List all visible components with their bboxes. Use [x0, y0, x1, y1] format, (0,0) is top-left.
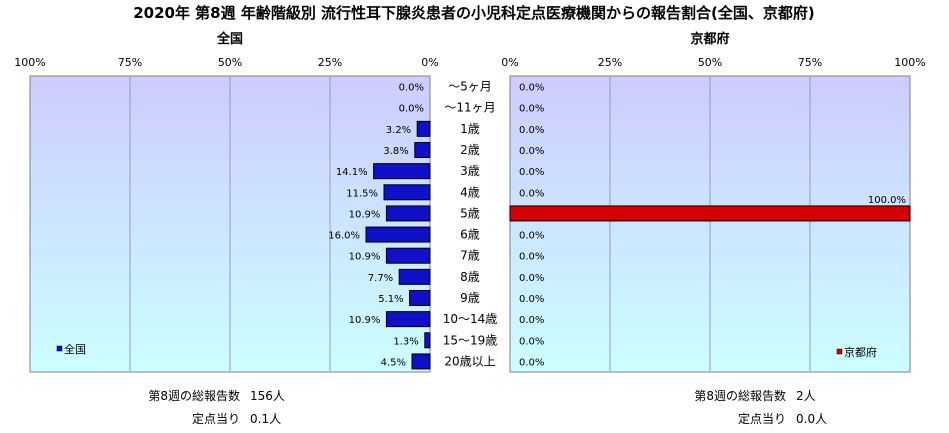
left-legend-label: 全国 — [64, 342, 86, 356]
right-x-tick-label: 50% — [698, 56, 722, 69]
category-label: 1歳 — [460, 122, 480, 136]
right-data-label: 0.0% — [519, 315, 544, 326]
category-label: 2歳 — [460, 143, 480, 157]
right-legend: 京都府 — [836, 345, 877, 359]
left-bar — [414, 142, 431, 158]
right-data-label: 0.0% — [519, 104, 544, 115]
right-data-label: 0.0% — [519, 125, 544, 136]
right-x-tick-label: 75% — [798, 56, 822, 69]
right-data-label: 0.0% — [519, 146, 544, 157]
left-legend: 全国 — [56, 342, 86, 356]
left-x-tick-label: 100% — [14, 56, 45, 69]
right-x-tick-label: 100% — [894, 56, 925, 69]
right-data-label: 0.0% — [519, 294, 544, 305]
left-data-label: 16.0% — [328, 231, 360, 242]
category-label: 5歳 — [460, 206, 480, 220]
left-per-value: 0.1人 — [250, 412, 281, 426]
left-data-label: 11.5% — [346, 188, 378, 199]
right-total-label: 第8週の総報告数 — [694, 388, 786, 403]
right-data-label: 0.0% — [519, 231, 544, 242]
left-bar — [365, 226, 431, 243]
left-data-label: 10.9% — [349, 252, 381, 263]
right-bar — [509, 205, 911, 222]
right-data-label: 0.0% — [519, 83, 544, 94]
left-data-label: 10.9% — [349, 209, 381, 220]
right-per-label: 定点当り — [738, 411, 786, 426]
category-label: 6歳 — [460, 228, 480, 242]
right-data-label: 0.0% — [519, 357, 544, 368]
left-data-label: 7.7% — [368, 273, 393, 284]
right-panel-title: 京都府 — [690, 31, 729, 47]
left-data-label: 3.8% — [383, 146, 408, 157]
left-data-label: 10.9% — [349, 315, 381, 326]
left-data-label: 1.3% — [393, 336, 418, 347]
right-x-tick-label: 25% — [598, 56, 622, 69]
left-bar — [385, 311, 431, 328]
left-panel-title: 全国 — [216, 31, 243, 47]
left-x-tick-label: 50% — [218, 56, 242, 69]
right-legend-swatch — [836, 348, 843, 355]
right-data-label: 0.0% — [519, 167, 544, 178]
left-x-tick-label: 0% — [421, 56, 438, 69]
left-bar — [398, 268, 431, 285]
left-total-value: 156人 — [250, 389, 285, 403]
left-data-label: 4.5% — [381, 357, 406, 368]
right-legend-label: 京都府 — [844, 345, 877, 359]
left-bar — [383, 184, 431, 201]
category-label: 7歳 — [460, 249, 480, 263]
left-bar — [385, 205, 431, 222]
left-x-tick-label: 25% — [318, 56, 342, 69]
category-label: 15～19歳 — [443, 333, 498, 347]
right-total-value: 2人 — [796, 389, 816, 403]
category-label: 3歳 — [460, 164, 480, 178]
left-bar — [411, 353, 431, 370]
category-label: ～5ヶ月 — [448, 80, 492, 94]
right-data-label: 0.0% — [519, 273, 544, 284]
right-x-tick-label: 0% — [501, 56, 518, 69]
left-data-label: 5.1% — [378, 294, 403, 305]
left-bar — [424, 332, 431, 349]
right-data-label: 0.0% — [519, 336, 544, 347]
left-data-label: 0.0% — [399, 104, 424, 115]
left-x-tick-label: 75% — [118, 56, 142, 69]
left-legend-swatch — [56, 345, 63, 352]
left-total-label: 第8週の総報告数 — [148, 388, 240, 403]
left-bar — [385, 247, 431, 264]
category-label: 8歳 — [460, 270, 480, 284]
left-bar — [373, 163, 431, 180]
right-per-value: 0.0人 — [796, 412, 827, 426]
left-bar — [416, 120, 431, 137]
left-data-label: 3.2% — [386, 125, 411, 136]
left-data-label: 14.1% — [336, 167, 368, 178]
category-label: 4歳 — [460, 185, 480, 199]
category-label: 10～14歳 — [443, 312, 498, 326]
right-data-label: 0.0% — [519, 188, 544, 199]
right-data-label: 100.0% — [868, 195, 906, 206]
category-label: ～11ヶ月 — [444, 101, 495, 115]
left-bar — [409, 290, 431, 306]
chart-title: 2020年 第8週 年齢階級別 流行性耳下腺炎患者の小児科定点医療機関からの報告… — [133, 4, 815, 22]
left-per-label: 定点当り — [192, 411, 240, 426]
right-data-label: 0.0% — [519, 252, 544, 263]
left-data-label: 0.0% — [399, 83, 424, 94]
category-label: 9歳 — [460, 291, 480, 305]
category-label: 20歳以上 — [444, 354, 495, 368]
